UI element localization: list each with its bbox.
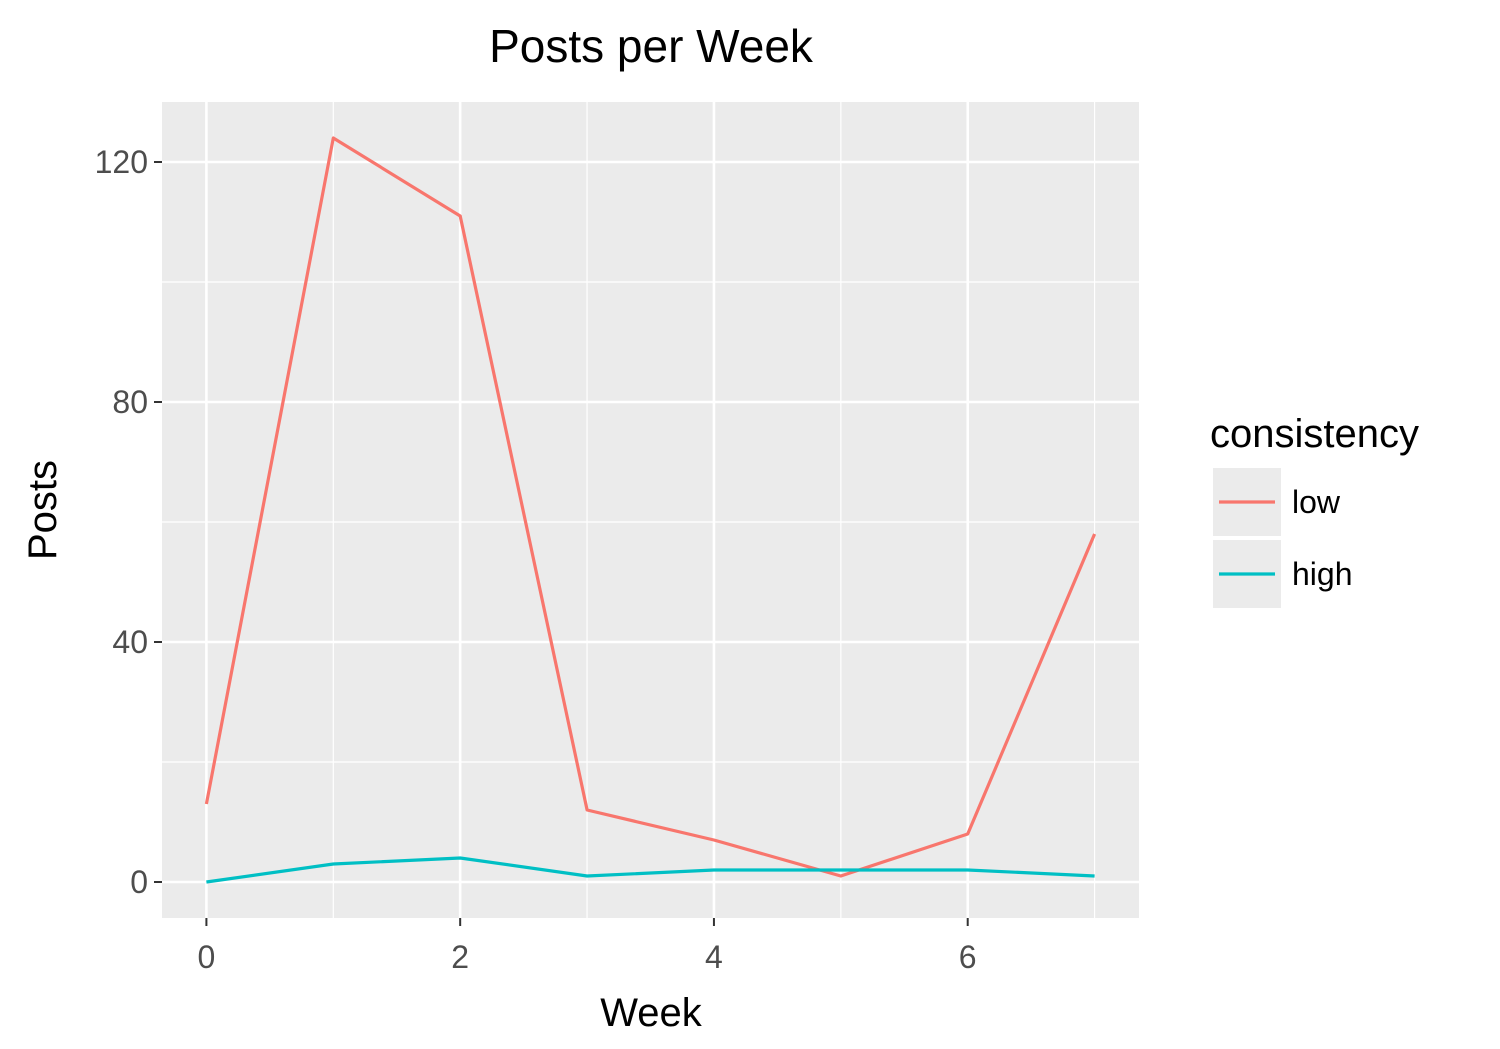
- x-axis: 0 2 4 6: [198, 918, 977, 975]
- legend: consistency low high: [1210, 412, 1419, 608]
- legend-items: low high: [1213, 468, 1353, 608]
- series-lines: [204, 136, 1097, 884]
- legend-label-high: high: [1292, 556, 1353, 592]
- minor-gridlines: [162, 102, 1139, 918]
- x-tick-label: 6: [959, 939, 977, 975]
- y-axis: 0 40 80 120: [95, 144, 162, 900]
- x-axis-title: Week: [600, 991, 703, 1035]
- y-axis-title: Posts: [21, 460, 65, 560]
- legend-title: consistency: [1210, 412, 1419, 456]
- x-tick-label: 4: [705, 939, 723, 975]
- series-line-low: [204, 136, 1097, 878]
- legend-label-low: low: [1292, 484, 1341, 520]
- series-line-high: [206, 856, 1095, 884]
- x-tick-label: 0: [198, 939, 216, 975]
- major-gridlines: [162, 102, 1139, 918]
- chart-title: Posts per Week: [489, 20, 814, 72]
- x-tick-label: 2: [451, 939, 469, 975]
- y-tick-label: 80: [112, 384, 148, 420]
- y-tick-label: 0: [130, 864, 148, 900]
- plot-panel: [162, 102, 1139, 918]
- y-tick-label: 120: [95, 144, 148, 180]
- y-tick-label: 40: [112, 624, 148, 660]
